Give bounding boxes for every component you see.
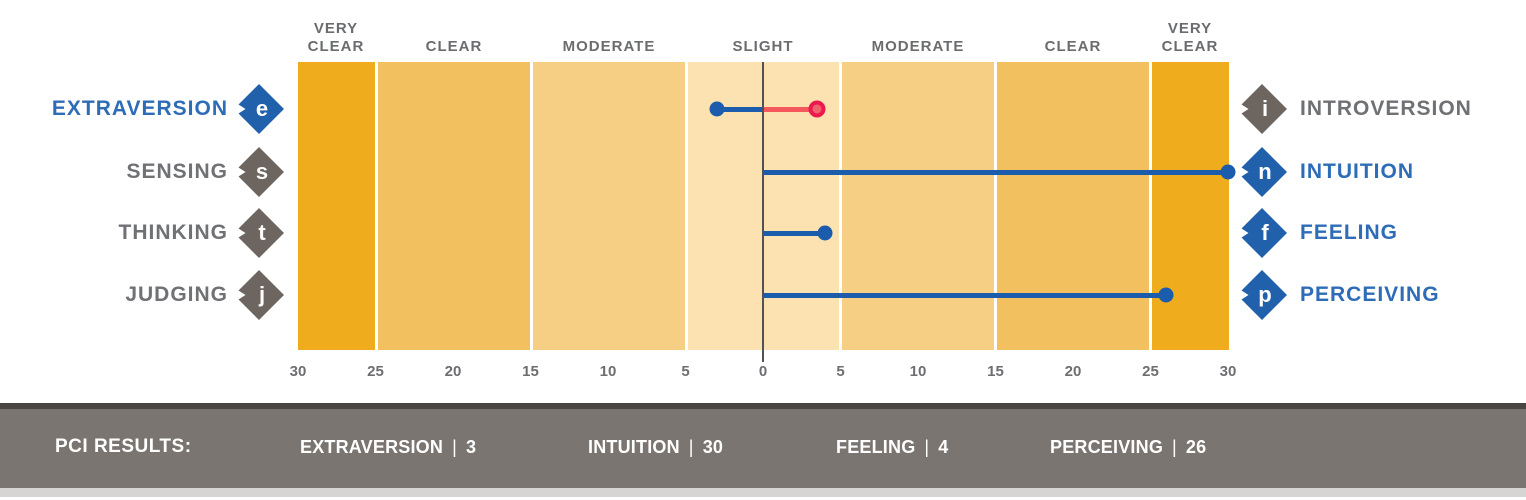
- axis-tick: 30: [289, 363, 307, 380]
- score-line: [763, 230, 825, 236]
- pole-label-thinking: THINKING: [118, 221, 228, 244]
- pipe-separator: |: [1172, 437, 1177, 457]
- score-line: [763, 169, 1228, 175]
- pole-label-introversion: INTROVERSION: [1300, 97, 1472, 120]
- diamond-letter: t: [258, 220, 266, 245]
- clarity-band: [997, 62, 1149, 350]
- clarity-band: [842, 62, 994, 350]
- axis-tick: 25: [367, 363, 384, 380]
- clarity-band: [533, 62, 685, 350]
- pipe-separator: |: [452, 437, 457, 457]
- axis-tick: 0: [758, 363, 768, 380]
- clarity-band: [298, 62, 375, 350]
- pole-label-sensing: SENSING: [126, 160, 228, 183]
- pci-results-bar: PCI RESULTS: EXTRAVERSION | 3 INTUITION | 30…: [0, 403, 1526, 488]
- axis-tick: 10: [599, 363, 617, 380]
- bar-bottom-shadow: [0, 488, 1526, 497]
- band-header-clear-right: CLEAR: [1044, 38, 1102, 55]
- axis-tick: 5: [681, 363, 690, 380]
- pole-label-feeling: FEELING: [1300, 221, 1399, 244]
- secondary-marker-line: [763, 106, 818, 112]
- axis-tick: 10: [909, 363, 927, 380]
- axis-tick: 20: [444, 363, 462, 380]
- pci-result-perceiving: PERCEIVING | 26: [1050, 437, 1207, 457]
- score-dot: [1220, 164, 1236, 180]
- band-header-very-clear-left: VERY CLEAR: [307, 20, 365, 55]
- diamond-letter: s: [255, 159, 269, 184]
- axis-tick: 15: [987, 363, 1004, 380]
- pole-label-extraversion: EXTRAVERSION: [51, 97, 228, 120]
- band-header-moderate-right: MODERATE: [871, 38, 965, 55]
- pole-label-judging: JUDGING: [125, 283, 228, 306]
- axis-tick: 25: [1142, 363, 1159, 380]
- pole-label-perceiving: PERCEIVING: [1300, 283, 1440, 306]
- diamond-letter: e: [255, 96, 269, 121]
- clarity-band: [378, 62, 530, 350]
- axis-tick: 15: [522, 363, 539, 380]
- score-line: [763, 292, 1166, 298]
- pole-label-intuition: INTUITION: [1300, 160, 1414, 183]
- pipe-separator: |: [924, 437, 930, 457]
- band-header-slight: SLIGHT: [732, 38, 794, 55]
- band-header-very-clear-right: VERY CLEAR: [1161, 20, 1219, 55]
- pci-results-title: PCI RESULTS:: [55, 436, 192, 457]
- axis-tick: 5: [836, 363, 845, 380]
- diamond-letter: i: [1261, 96, 1269, 121]
- band-header-clear-left: CLEAR: [425, 38, 483, 55]
- secondary-marker-dot: [808, 100, 826, 118]
- score-dot: [709, 101, 724, 117]
- diamond-letter: p: [1258, 282, 1272, 307]
- score-dot: [1158, 287, 1174, 303]
- score-line: [716, 106, 763, 112]
- band-header-moderate-left: MODERATE: [562, 38, 656, 55]
- pipe-separator: |: [688, 437, 694, 457]
- pci-result-intuition: INTUITION | 30: [588, 437, 724, 457]
- axis-tick: 20: [1064, 363, 1082, 380]
- pci-result-feeling: FEELING | 4: [836, 437, 949, 457]
- diamond-letter: j: [258, 282, 266, 307]
- score-dot: [817, 225, 833, 241]
- axis-tick: 30: [1219, 363, 1237, 380]
- zero-midline: [762, 62, 764, 362]
- diamond-letter: f: [1261, 220, 1269, 245]
- pci-result-extraversion: EXTRAVERSION | 3: [300, 437, 477, 457]
- diamond-letter: n: [1258, 159, 1272, 184]
